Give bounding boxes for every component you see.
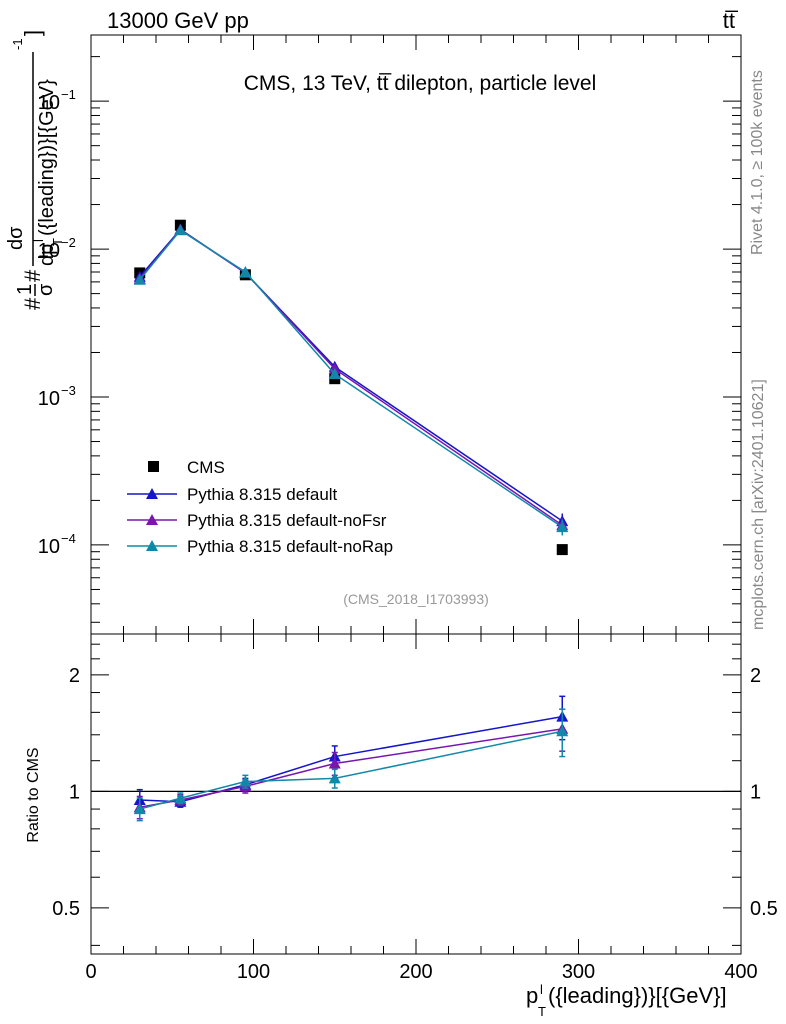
y-tick-label: 10 [38, 388, 60, 410]
svg-text:T: T [538, 1004, 546, 1019]
svg-text:-1: -1 [10, 38, 25, 50]
data-point-pythia-8-315-default-norap [133, 273, 146, 285]
ylabel-hash-mid: # [20, 269, 45, 282]
x-tick-label: 0 [85, 961, 96, 983]
y-tick-label: 10 [38, 536, 60, 558]
header-left: 13000 GeV pp [107, 8, 249, 33]
main-y-axis-label: # 1 σ # dσ dp l T ({leading})}[{GeV} -1 [5, 30, 65, 310]
legend-entry-norap: Pythia 8.315 default-noRap [127, 537, 393, 556]
ylabel-dp: dp [36, 244, 58, 266]
legend-entry-cms: CMS [148, 458, 225, 477]
ratio-point-pythia-8-315-default-norap [239, 775, 252, 787]
data-point-pythia-8-315-default-norap [328, 368, 341, 380]
ylabel-dsigma: dσ [5, 226, 27, 250]
y-tick-label-left: 0.5 [52, 898, 80, 920]
data-point-pythia-8-315-default-norap [556, 521, 569, 533]
data-point-pythia-8-315-default-norap [174, 224, 187, 236]
xlabel-sup-l: l [540, 982, 543, 997]
svg-text:T: T [50, 238, 65, 246]
svg-text:l: l [540, 982, 543, 997]
ratio-line-pythia-8-315-default-nofsr [139, 728, 563, 808]
y-tick-label: 10 [38, 92, 60, 114]
xlabel-tail: ({leading})}[{GeV}] [548, 983, 727, 1008]
ylabel-sigma: σ [35, 283, 57, 296]
legend-entry-default: Pythia 8.315 default [127, 485, 338, 504]
ratio-point-pythia-8-315-default-nofsr [328, 757, 341, 769]
x-tick-label: 300 [562, 961, 595, 983]
y-tick-label-right: 2 [750, 665, 761, 687]
legend-label-default: Pythia 8.315 default [187, 485, 338, 504]
ratio-y-axis-label: Ratio to CMS [25, 747, 42, 842]
y-tick-label-left: 1 [69, 781, 80, 803]
ratio-point-pythia-8-315-default-norap [328, 772, 341, 784]
plot-title: CMS, 13 TeV, tt̅ dilepton, particle leve… [244, 72, 597, 95]
legend-marker-default [146, 488, 158, 499]
svg-text:p: p [526, 983, 538, 1008]
svg-text:1: 1 [14, 284, 36, 295]
ylabel-close: ] [20, 30, 45, 36]
x-tick-label: 100 [237, 961, 270, 983]
xlabel-p: p [526, 983, 538, 1008]
ratio-point-pythia-8-315-default-norap [174, 792, 187, 804]
y-tick-exponent: −3 [61, 383, 76, 398]
ratio-line-pythia-8-315-default [139, 715, 563, 803]
y-tick-label: 10 [38, 240, 60, 262]
ratio-series-layer [133, 695, 569, 822]
analysis-watermark: (CMS_2018_I1703993) [343, 591, 489, 607]
y-tick-label-right: 1 [750, 781, 761, 803]
svg-text:#: # [20, 297, 45, 310]
xlabel-sub-t: T [538, 1004, 546, 1019]
legend-marker-nofsr [146, 514, 158, 525]
ylabel-sub-t: T [50, 238, 65, 246]
x-tick-label: 200 [399, 961, 432, 983]
legend: CMS Pythia 8.315 default Pythia 8.315 de… [127, 458, 393, 556]
ratio-plot-frame [90, 633, 742, 955]
y-tick-exponent: −4 [61, 531, 76, 546]
svg-text:dp: dp [36, 244, 58, 266]
x-axis-label: p l T ({leading})}[{GeV}] [526, 982, 727, 1019]
ylabel-hash: # [20, 297, 45, 310]
legend-label-nofsr: Pythia 8.315 default-noFsr [187, 511, 387, 530]
ylabel-exp: -1 [10, 38, 25, 50]
svg-text:]: ] [20, 30, 45, 36]
svg-text:dσ: dσ [5, 226, 27, 250]
legend-marker-norap [146, 540, 158, 551]
legend-entry-nofsr: Pythia 8.315 default-noFsr [127, 511, 387, 530]
y-tick-label-right: 0.5 [750, 898, 778, 920]
ylabel-sup-l: l [31, 239, 46, 242]
svg-text:({leading})}[{GeV}]: ({leading})}[{GeV}] [548, 983, 727, 1008]
data-point-cms [556, 544, 568, 556]
legend-label-cms: CMS [187, 458, 225, 477]
ratio-point-pythia-8-315-default-norap [133, 803, 146, 815]
svg-text:l: l [31, 239, 46, 242]
ylabel-one: 1 [14, 284, 36, 295]
svg-text:({leading})}[{GeV}: ({leading})}[{GeV} [36, 79, 58, 236]
mcplots-credit-text: mcplots.cern.ch [arXiv:2401.10621] [750, 379, 767, 630]
legend-marker-cms [148, 461, 159, 472]
main-series-layer [133, 219, 569, 556]
ratio-point-pythia-8-315-default-norap [556, 725, 569, 737]
svg-text:σ: σ [35, 283, 57, 296]
svg-text:#: # [20, 269, 45, 282]
ratio-ticks: 0 100 200 300 400 2 2 1 1 0.5 0.5 [52, 634, 778, 983]
ratio-line-pythia-8-315-default-norap [139, 730, 563, 810]
main-ticks: 10−110−210−310−4 [38, 35, 742, 634]
y-tick-exponent: −2 [61, 235, 76, 250]
ylabel-tail: ({leading})}[{GeV} [36, 79, 58, 236]
x-tick-label: 400 [724, 961, 757, 983]
legend-label-norap: Pythia 8.315 default-noRap [187, 537, 393, 556]
series-line-pythia-8-315-default [139, 228, 563, 522]
y-tick-exponent: −1 [61, 87, 76, 102]
y-tick-label-left: 2 [69, 665, 80, 687]
rivet-version-text: Rivet 4.1.0, ≥ 100k events [749, 70, 766, 255]
header-right: tt̅ [723, 8, 739, 33]
data-point-pythia-8-315-default-norap [239, 265, 252, 277]
